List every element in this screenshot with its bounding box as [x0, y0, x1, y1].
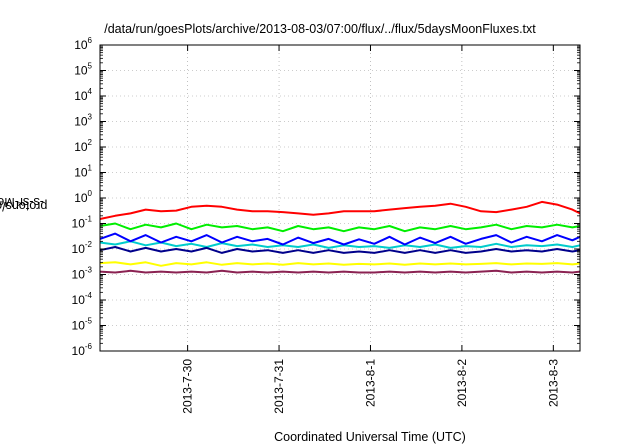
- y-tick-label: 10-5: [72, 317, 93, 333]
- y-tick-exponent: 6: [88, 36, 93, 45]
- x-tick-label: 2013-7-30: [181, 359, 195, 414]
- series-line-5: [99, 246, 581, 254]
- y-tick-label: 106: [74, 36, 92, 52]
- y-tick-label: 10-6: [72, 342, 93, 358]
- axis-layer: 10-610-510-410-310-210-11001011021031041…: [72, 36, 580, 414]
- x-tick-label: 2013-8-2: [455, 359, 469, 407]
- series-line-7: [99, 269, 581, 274]
- y-tick-label: 103: [74, 113, 92, 129]
- series-line-2: [99, 222, 581, 233]
- series-layer: [99, 200, 581, 274]
- y-tick-base: 10: [72, 268, 86, 282]
- chart-title: /data/run/goesPlots/archive/2013-08-03/0…: [104, 22, 536, 36]
- y-tick-label: 105: [74, 62, 92, 78]
- grid-layer: [100, 45, 580, 351]
- x-tick-label: 2013-7-31: [272, 359, 286, 414]
- y-tick-exponent: 3: [88, 113, 93, 122]
- y-tick-exponent: 5: [88, 62, 93, 71]
- y-tick-label: 101: [74, 164, 92, 180]
- series-line-6: [99, 261, 581, 267]
- series-line-4: [99, 232, 581, 246]
- y-tick-base: 10: [74, 38, 88, 52]
- y-tick-exponent: -6: [85, 342, 93, 351]
- y-tick-base: 10: [72, 242, 86, 256]
- y-tick-label: 10-4: [72, 291, 93, 307]
- x-axis-label: Coordinated Universal Time (UTC): [274, 430, 466, 444]
- x-tick-label: 2013-8-3: [546, 359, 560, 407]
- y-tick-exponent: -3: [85, 266, 93, 275]
- y-tick-exponent: 4: [88, 87, 93, 96]
- y-tick-base: 10: [72, 293, 86, 307]
- y-tick-base: 10: [74, 140, 88, 154]
- y-tick-base: 10: [74, 166, 88, 180]
- y-tick-base: 10: [72, 319, 86, 333]
- y-tick-exponent: -4: [85, 291, 93, 300]
- y-tick-label: 10-3: [72, 266, 93, 282]
- y-tick-label: 100: [74, 189, 92, 205]
- y-tick-base: 10: [72, 344, 86, 358]
- y-tick-exponent: 0: [88, 189, 93, 198]
- y-tick-label: 104: [74, 87, 92, 103]
- x-tick-label: 2013-8-1: [363, 359, 377, 407]
- y-tick-label: 102: [74, 138, 92, 154]
- y-tick-exponent: -5: [85, 317, 93, 326]
- y-tick-base: 10: [74, 115, 88, 129]
- y-tick-label: 10-1: [72, 215, 93, 231]
- y-tick-label: 10-2: [72, 240, 93, 256]
- series-line-1: [99, 200, 581, 220]
- y-tick-base: 10: [74, 191, 88, 205]
- y-tick-exponent: 1: [88, 164, 93, 173]
- y-tick-base: 10: [74, 89, 88, 103]
- y-tick-base: 10: [72, 217, 86, 231]
- y-tick-base: 10: [74, 64, 88, 78]
- y-tick-exponent: -2: [85, 240, 93, 249]
- y-tick-exponent: 2: [88, 138, 93, 147]
- y-tick-exponent: -1: [85, 215, 93, 224]
